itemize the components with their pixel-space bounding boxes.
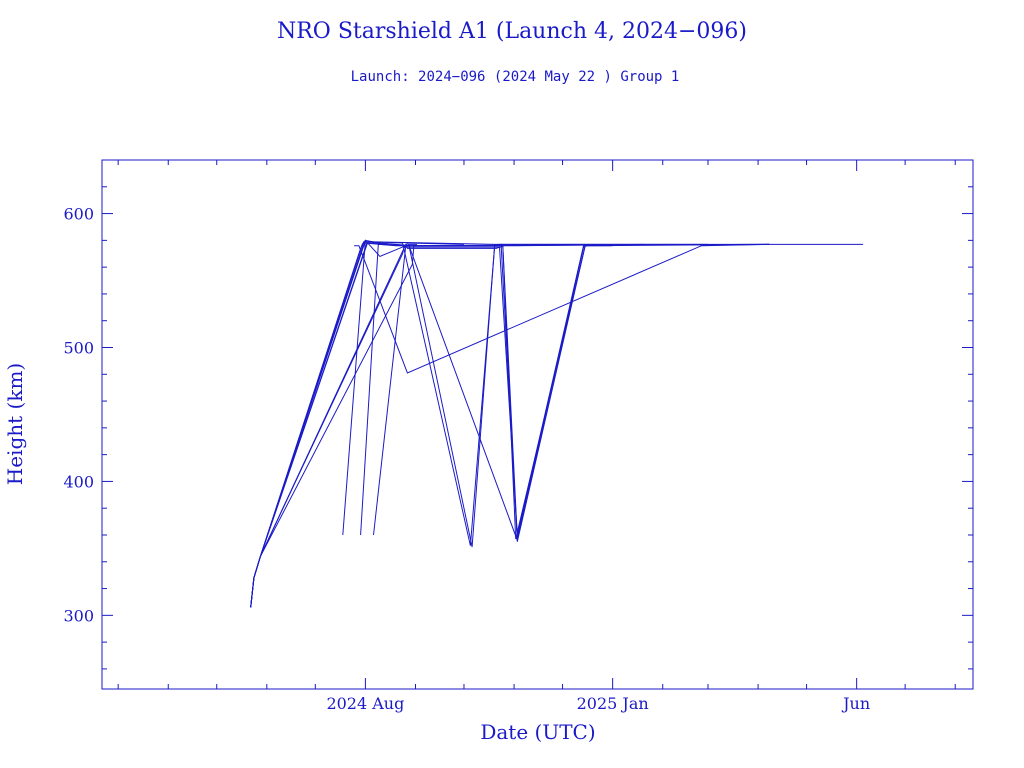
series-line-9	[250, 243, 770, 608]
y-tick-label: 300	[63, 606, 94, 625]
series-line-11	[342, 239, 418, 536]
y-tick-label: 500	[63, 338, 94, 357]
y-tick-label: 400	[63, 472, 94, 491]
plot-frame	[101, 159, 974, 690]
series-line-12	[360, 243, 585, 543]
x-tick-label: Jun	[841, 694, 870, 713]
x-axis-label: Date (UTC)	[480, 720, 595, 744]
chart-title: NRO Starshield A1 (Launch 4, 2024−096)	[277, 19, 747, 44]
series-line-10	[354, 243, 770, 374]
x-tick-label: 2024 Aug	[326, 694, 404, 713]
x-tick-label: 2025 Jan	[577, 694, 649, 713]
tick-labels: 300 400 500 600 2024 Aug 2025 Jan Jun	[63, 205, 870, 713]
y-tick-label: 600	[63, 205, 94, 224]
series-line-5	[250, 241, 864, 608]
series-line-6	[250, 241, 586, 608]
series-group	[250, 239, 864, 608]
series-line-4	[250, 242, 708, 608]
axis-ticks	[102, 159, 973, 689]
y-axis-label: Height (km)	[3, 363, 27, 485]
series-line-13	[373, 242, 465, 536]
chart-subtitle: Launch: 2024−096 (2024 May 22 ) Group 1	[351, 69, 680, 85]
series-line-7	[250, 243, 586, 608]
